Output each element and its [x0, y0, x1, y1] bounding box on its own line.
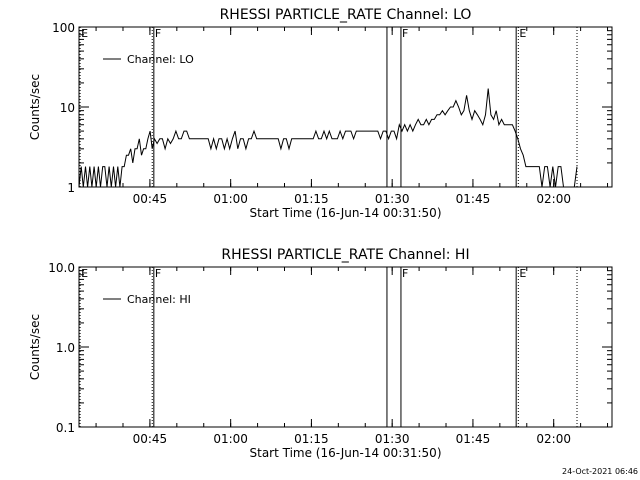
y-axis-label: Counts/sec	[28, 74, 42, 140]
x-tick-label: 01:45	[456, 432, 491, 446]
event-marker-label: F	[402, 267, 408, 280]
plot-frame	[78, 266, 613, 428]
y-tick-label: 1	[67, 181, 75, 195]
y-tick-label: 10.0	[48, 261, 75, 275]
y-tick-label: 1.0	[56, 341, 75, 355]
event-marker-label: E	[519, 267, 526, 280]
x-axis-label: Start Time (16-Jun-14 00:31:50)	[250, 206, 442, 220]
series-line	[78, 88, 578, 188]
y-tick-label: 100	[52, 21, 75, 35]
x-tick-label: 01:30	[375, 192, 410, 206]
legend-label: Channel: HI	[127, 293, 191, 306]
event-marker-label: F	[155, 267, 161, 280]
chart-title: RHESSI PARTICLE_RATE Channel: LO	[220, 7, 472, 23]
y-tick-label: 10	[60, 101, 75, 115]
x-tick-label: 01:30	[375, 432, 410, 446]
event-marker-label: E	[81, 27, 88, 40]
x-tick-label: 01:45	[456, 192, 491, 206]
x-tick-label: 00:45	[133, 432, 168, 446]
x-axis-label: Start Time (16-Jun-14 00:31:50)	[250, 446, 442, 460]
plot-frame	[78, 26, 613, 188]
y-axis-label: Counts/sec	[28, 314, 42, 380]
legend-label: Channel: LO	[127, 53, 194, 66]
x-tick-label: 02:00	[536, 432, 571, 446]
x-tick-label: 01:15	[294, 432, 329, 446]
x-tick-label: 01:00	[213, 192, 248, 206]
x-tick-label: 00:45	[133, 192, 168, 206]
x-tick-label: 01:15	[294, 192, 329, 206]
hi-channel-panel: RHESSI PARTICLE_RATE Channel: HI 00:45 01:…	[28, 247, 613, 460]
y-tick-label: 0.1	[56, 421, 75, 435]
chart-title: RHESSI PARTICLE_RATE Channel: HI	[221, 247, 469, 263]
lo-channel-panel: RHESSI PARTICLE_RATE Channel: LO 00:45 01:…	[28, 7, 613, 220]
event-marker-label: F	[155, 27, 161, 40]
x-tick-label: 01:00	[213, 432, 248, 446]
x-tick-label: 02:00	[536, 192, 571, 206]
event-marker-label: E	[519, 27, 526, 40]
footer-timestamp: 24-Oct-2021 06:46	[562, 467, 638, 476]
event-marker-label: F	[402, 27, 408, 40]
event-marker-label: E	[81, 267, 88, 280]
